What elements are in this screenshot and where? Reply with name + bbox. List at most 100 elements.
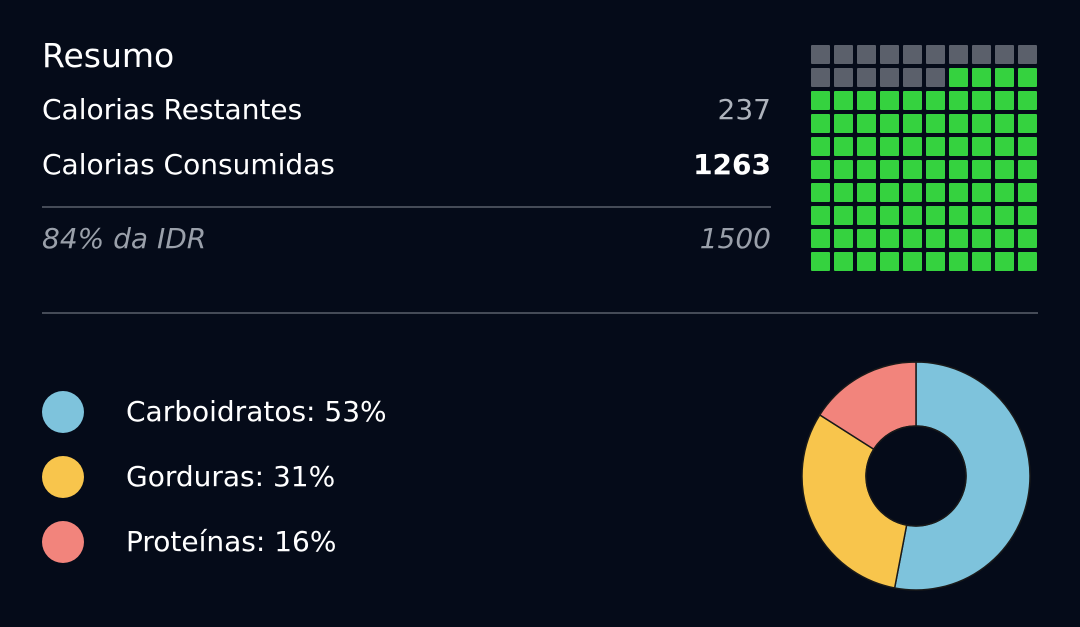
calorie-cell-empty (1018, 45, 1037, 64)
calorie-cell-filled (995, 114, 1014, 133)
calorie-cell-filled (972, 183, 991, 202)
calorie-cell-filled (834, 160, 853, 179)
calorie-cell-empty (811, 45, 830, 64)
idr-value: 1500 (699, 222, 771, 255)
calorie-cell-filled (995, 160, 1014, 179)
consumed-calories-value: 1263 (693, 148, 771, 181)
calorie-cell-filled (926, 252, 945, 271)
calorie-cell-filled (926, 137, 945, 156)
calorie-cell-filled (903, 91, 922, 110)
calorie-cell-filled (834, 114, 853, 133)
calorie-cell-filled (972, 252, 991, 271)
calorie-cell-filled (811, 137, 830, 156)
calorie-cell-filled (995, 68, 1014, 87)
calorie-cell-empty (972, 45, 991, 64)
calorie-cell-filled (903, 160, 922, 179)
fats-color-dot (42, 455, 84, 498)
remaining-calories-value: 237 (717, 93, 771, 126)
calorie-cell-filled (926, 91, 945, 110)
calorie-cell-filled (1018, 91, 1037, 110)
legend-item-carbs: Carboidratos: 53% (42, 390, 387, 433)
calorie-cell-filled (995, 252, 1014, 271)
legend-item-proteins: Proteínas: 16% (42, 520, 387, 563)
calorie-cell-filled (972, 160, 991, 179)
calorie-cell-filled (811, 183, 830, 202)
calorie-cell-filled (834, 137, 853, 156)
calorie-cell-filled (926, 183, 945, 202)
calorie-cell-filled (949, 183, 968, 202)
calorie-cell-filled (880, 137, 899, 156)
calorie-cell-filled (880, 160, 899, 179)
calorie-cell-filled (995, 229, 1014, 248)
calorie-cell-filled (811, 160, 830, 179)
calorie-cell-filled (972, 91, 991, 110)
calorie-cell-filled (995, 206, 1014, 225)
calorie-cell-filled (972, 137, 991, 156)
calorie-cell-empty (995, 45, 1014, 64)
summary-divider (42, 206, 771, 208)
calorie-cell-filled (949, 229, 968, 248)
carbs-label: Carboidratos: 53% (126, 395, 387, 428)
calorie-cell-filled (857, 229, 876, 248)
calorie-cell-filled (972, 229, 991, 248)
calorie-cell-empty (857, 68, 876, 87)
proteins-color-dot (42, 520, 84, 563)
calorie-cell-filled (903, 229, 922, 248)
calorie-cell-filled (926, 229, 945, 248)
summary-title: Resumo (42, 36, 175, 75)
idr-row: 84% da IDR 1500 (42, 222, 771, 255)
calorie-cell-filled (903, 183, 922, 202)
calorie-cell-filled (903, 206, 922, 225)
calorie-cell-filled (834, 206, 853, 225)
calorie-cell-empty (834, 68, 853, 87)
calorie-cell-filled (972, 114, 991, 133)
calorie-cell-empty (903, 68, 922, 87)
calorie-cell-filled (880, 252, 899, 271)
calorie-cell-filled (834, 229, 853, 248)
calorie-cell-empty (926, 45, 945, 64)
carbs-color-dot (42, 390, 84, 433)
fats-label: Gorduras: 31% (126, 460, 336, 493)
calorie-cell-filled (1018, 137, 1037, 156)
calorie-cell-filled (1018, 252, 1037, 271)
calorie-cell-filled (995, 91, 1014, 110)
proteins-label: Proteínas: 16% (126, 525, 337, 558)
donut-hole (865, 425, 967, 527)
calorie-cell-filled (926, 114, 945, 133)
calorie-cell-filled (949, 91, 968, 110)
macro-donut-chart (801, 361, 1031, 591)
legend-item-fats: Gorduras: 31% (42, 455, 387, 498)
calorie-cell-filled (880, 114, 899, 133)
calorie-cell-empty (949, 45, 968, 64)
calorie-cell-filled (949, 252, 968, 271)
calorie-cell-filled (857, 206, 876, 225)
remaining-calories-row: Calorias Restantes 237 (42, 93, 771, 126)
calorie-cell-filled (880, 229, 899, 248)
calorie-cell-filled (1018, 183, 1037, 202)
calorie-cell-filled (972, 206, 991, 225)
calorie-cell-filled (926, 160, 945, 179)
calorie-cell-filled (811, 114, 830, 133)
section-divider (42, 312, 1038, 314)
calorie-progress-grid (811, 45, 1037, 271)
calorie-cell-filled (880, 91, 899, 110)
calorie-cell-filled (811, 91, 830, 110)
calorie-cell-filled (949, 137, 968, 156)
calorie-cell-filled (857, 252, 876, 271)
calorie-cell-filled (995, 137, 1014, 156)
calorie-cell-filled (880, 206, 899, 225)
calorie-cell-filled (811, 229, 830, 248)
calorie-cell-filled (857, 137, 876, 156)
calorie-cell-empty (834, 45, 853, 64)
calorie-cell-filled (903, 252, 922, 271)
calorie-cell-filled (949, 68, 968, 87)
calorie-cell-empty (811, 68, 830, 87)
calorie-cell-filled (926, 206, 945, 225)
calorie-cell-filled (834, 183, 853, 202)
calorie-cell-filled (857, 91, 876, 110)
idr-label: 84% da IDR (42, 222, 207, 255)
calorie-cell-filled (995, 183, 1014, 202)
calorie-cell-filled (903, 137, 922, 156)
calorie-cell-empty (857, 45, 876, 64)
calorie-cell-filled (857, 183, 876, 202)
